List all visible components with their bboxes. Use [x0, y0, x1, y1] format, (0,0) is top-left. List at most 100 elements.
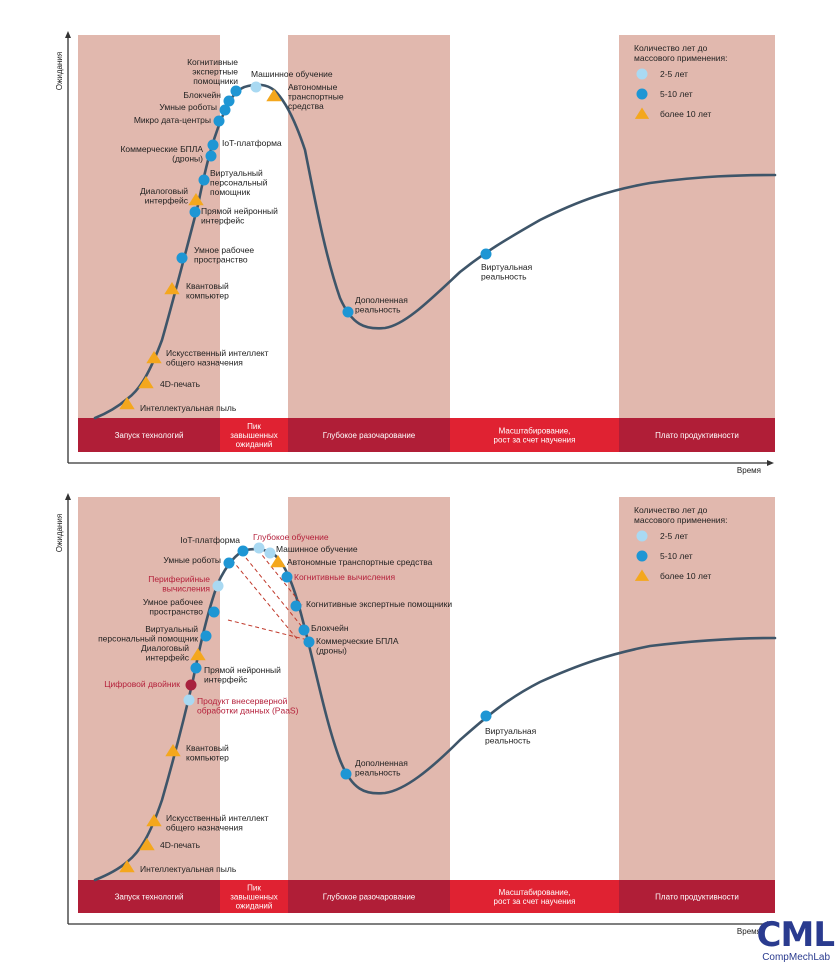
legend-marker-1: [636, 530, 648, 542]
technology-marker-22: [480, 710, 492, 722]
phase-label-5: Плато продуктивности: [655, 431, 739, 440]
technology-label-2: 4D-печать: [160, 379, 201, 389]
logo-mark: CML: [756, 915, 835, 955]
technology-label-4: Квантовый компьютер: [186, 281, 229, 301]
phase-label-4: Масштабирование, рост за счет научения: [494, 888, 576, 906]
technology-marker-16: [266, 89, 282, 102]
technology-marker-12: [223, 557, 235, 569]
technology-label-20: Коммерческие БПЛА (дроны): [316, 636, 399, 656]
phase-band-1: [78, 35, 220, 418]
technology-label-22: Виртуальная реальность: [485, 726, 537, 746]
technology-label-11: Микро дата-центры: [134, 115, 211, 125]
technology-marker-1: [119, 860, 135, 873]
technology-label-8: Диалоговый интерфейс: [141, 643, 190, 663]
technology-marker-7: [190, 662, 202, 674]
technology-label-9: Виртуальный персональный помощник: [98, 624, 198, 644]
technology-marker-11: [213, 115, 225, 127]
hype-curve: [93, 83, 777, 420]
phase-bar-3: [288, 880, 450, 913]
hype-curve: [93, 547, 777, 882]
x-axis-label: Время: [737, 466, 761, 475]
technology-label-4: Квантовый компьютер: [186, 743, 229, 763]
phase-label-3: Глубокое разочарование: [323, 431, 416, 440]
y-axis-label: Ожидания: [55, 514, 64, 552]
technology-label-6: Цифровой двойник: [104, 679, 180, 689]
dashed-connector-1: [231, 559, 299, 641]
technology-label-3: Искусственный интеллект общего назначения: [166, 348, 269, 368]
technology-marker-7: [188, 193, 204, 206]
x-axis-label: Время: [737, 927, 761, 936]
technology-marker-4: [165, 744, 181, 757]
technology-marker-18: [290, 600, 302, 612]
technology-marker-2: [139, 838, 155, 851]
technology-marker-17: [281, 571, 293, 583]
technology-marker-17: [342, 306, 354, 318]
technology-label-5: Продукт внесерверной обработки данных (Pa…: [197, 696, 299, 716]
technology-label-11: Периферийные вычисления: [148, 574, 210, 594]
technology-label-14: Когнитивные экспертные помощники: [187, 57, 238, 86]
logo-subtitle: CompMechLab: [762, 952, 830, 963]
legend-marker-2: [636, 550, 648, 562]
technology-label-16: Автономные транспортные средства: [288, 82, 344, 111]
technology-marker-1: [119, 397, 135, 410]
technology-marker-19: [298, 624, 310, 636]
technology-marker-2: [138, 376, 154, 389]
phase-label-3: Глубокое разочарование: [323, 893, 416, 902]
technology-label-15: Машинное обучение: [276, 544, 358, 554]
technology-label-8: Виртуальный персональный помощник: [210, 168, 268, 197]
technology-label-1: Интеллектуальная пыль: [140, 403, 237, 413]
legend-marker-2: [636, 88, 648, 100]
technology-marker-8: [198, 174, 210, 186]
technology-marker-14: [230, 85, 242, 97]
technology-marker-13: [223, 95, 235, 107]
technology-label-17: Дополненная реальность: [355, 295, 408, 315]
technology-marker-14: [253, 542, 265, 554]
technology-label-12: Умные роботы: [159, 102, 217, 112]
legend-marker-1: [636, 68, 648, 80]
technology-marker-20: [303, 636, 315, 648]
phase-band-5: [619, 35, 775, 418]
technology-label-18: Когнитивные экспертные помощники: [306, 599, 452, 609]
dashed-connector-4: [257, 549, 303, 606]
technology-marker-4: [164, 282, 180, 295]
phase-bar-1: [78, 880, 220, 913]
phase-bar-5: [619, 418, 775, 452]
y-axis-arrow: [65, 31, 71, 38]
x-axis-arrow: [767, 921, 774, 927]
phase-label-4: Масштабирование, рост за счет научения: [494, 427, 576, 445]
technology-label-19: Блокчейн: [311, 623, 349, 633]
technology-label-1: Интеллектуальная пыль: [140, 864, 237, 874]
y-axis-arrow: [65, 493, 71, 500]
phase-label-1: Запуск технологий: [115, 431, 184, 440]
phase-band-1: [78, 497, 220, 880]
phase-band-3: [288, 497, 450, 880]
phase-bar-3: [288, 418, 450, 452]
legend-label-1: 2-5 лет: [660, 69, 688, 79]
legend-marker-3: [634, 107, 650, 119]
legend-title: Количество лет до массового применения:: [634, 43, 728, 63]
legend-label-3: более 10 лет: [660, 109, 711, 119]
technology-marker-6: [189, 206, 201, 218]
legend-label-2: 5-10 лет: [660, 89, 693, 99]
technology-marker-5: [176, 252, 188, 264]
phase-band-4: [450, 35, 619, 418]
technology-label-10: Умное рабочее пространство: [143, 597, 203, 617]
technology-label-18: Виртуальная реальность: [481, 262, 533, 282]
technology-marker-9: [205, 150, 217, 162]
technology-label-6: Прямой нейронный интерфейс: [201, 206, 278, 226]
legend-label-1: 2-5 лет: [660, 531, 688, 541]
phase-bar-2: [220, 418, 288, 452]
hype-cycle-chart-2: Запуск технологий Пик завышенных ожиданий Гл…: [55, 493, 777, 936]
technology-label-3: Искусственный интеллект общего назначения: [166, 813, 269, 833]
legend-marker-3: [634, 569, 650, 581]
technology-marker-3: [146, 814, 162, 827]
phase-label-1: Запуск технологий: [115, 893, 184, 902]
dashed-connector-2: [245, 557, 304, 629]
technology-label-21: Дополненная реальность: [355, 758, 408, 778]
cml-logo: CML CompMechLab: [738, 915, 835, 968]
legend-label-2: 5-10 лет: [660, 551, 693, 561]
technology-marker-6: [185, 679, 197, 691]
technology-marker-16: [270, 555, 286, 568]
technology-label-2: 4D-печать: [160, 840, 201, 850]
phase-bar-1: [78, 418, 220, 452]
